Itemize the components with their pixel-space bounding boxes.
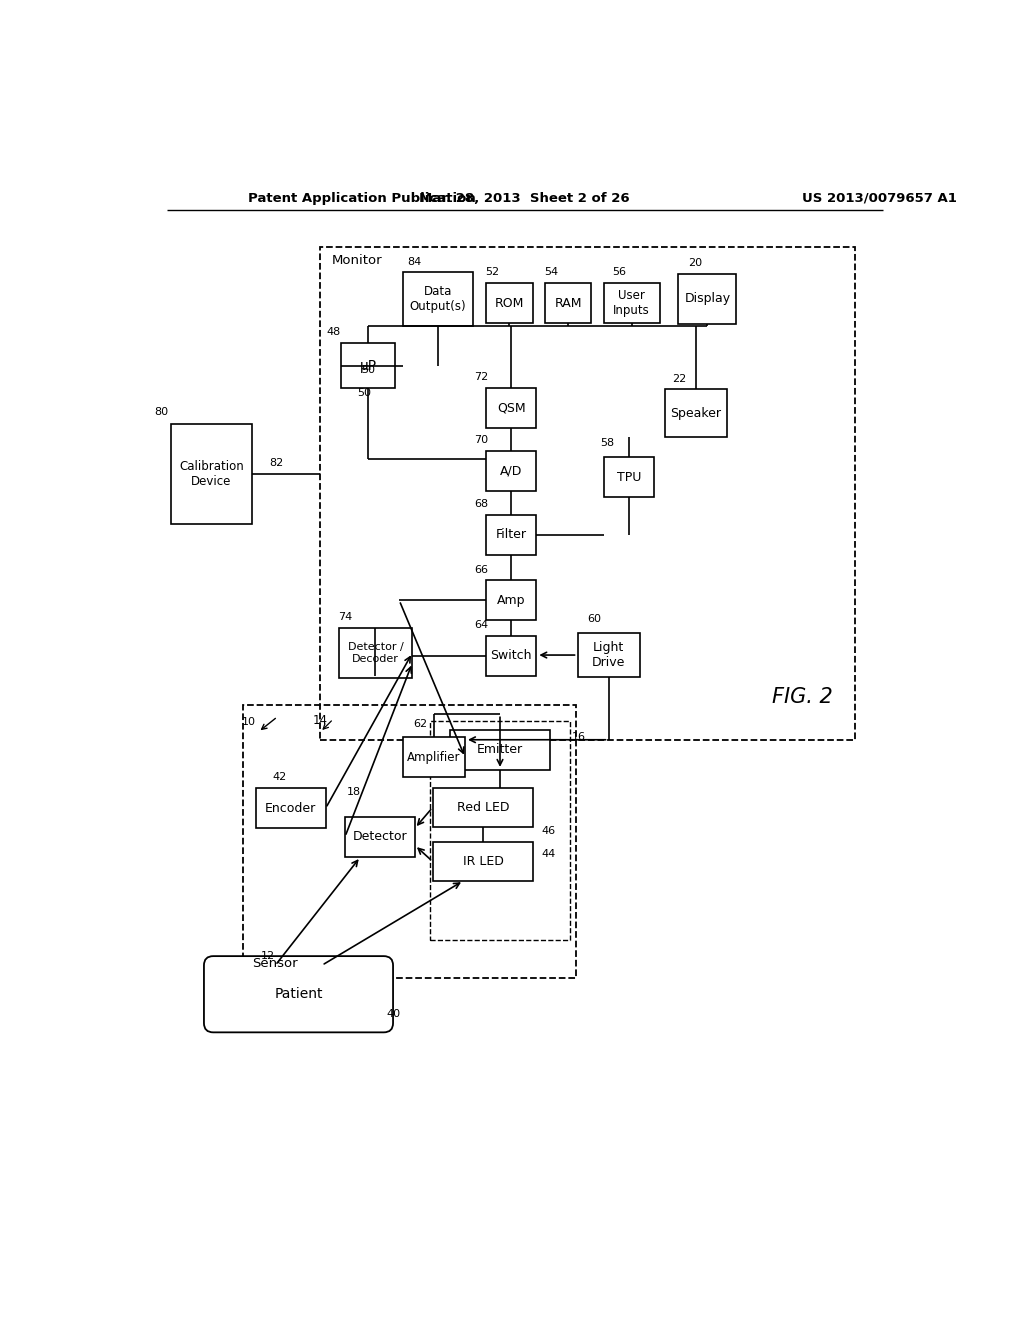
Bar — [486, 636, 537, 676]
Text: Red LED: Red LED — [457, 801, 509, 814]
Text: 82: 82 — [269, 458, 284, 469]
Text: FIG. 2: FIG. 2 — [772, 688, 833, 708]
Text: RAM: RAM — [554, 297, 582, 310]
Bar — [243, 705, 575, 978]
Text: Speaker: Speaker — [671, 407, 722, 420]
Text: Calibration
Device: Calibration Device — [179, 461, 244, 488]
Text: 64: 64 — [474, 620, 488, 630]
Text: Light
Drive: Light Drive — [592, 642, 626, 669]
Text: Amp: Amp — [497, 594, 525, 607]
Bar — [171, 424, 252, 524]
Bar — [486, 284, 532, 323]
Bar — [430, 721, 569, 940]
Text: 62: 62 — [413, 718, 427, 729]
Bar — [486, 581, 537, 620]
Text: 74: 74 — [338, 612, 352, 622]
Text: 50: 50 — [361, 366, 375, 375]
Bar — [403, 738, 465, 777]
Text: TPU: TPU — [616, 471, 641, 483]
Bar — [432, 788, 534, 826]
Text: 22: 22 — [672, 374, 686, 384]
Text: 50: 50 — [357, 388, 372, 399]
Text: 46: 46 — [542, 826, 556, 837]
Text: 84: 84 — [408, 256, 422, 267]
Text: 44: 44 — [542, 849, 556, 859]
Bar — [545, 284, 592, 323]
Text: 72: 72 — [474, 372, 488, 381]
Text: Sensor: Sensor — [253, 957, 298, 970]
Bar — [486, 451, 537, 491]
Text: 80: 80 — [155, 407, 168, 417]
Text: 48: 48 — [327, 327, 341, 338]
Bar — [339, 628, 413, 678]
Bar — [432, 842, 534, 880]
Text: Data
Output(s): Data Output(s) — [410, 285, 466, 313]
Text: 40: 40 — [386, 1008, 400, 1019]
Text: 12: 12 — [260, 952, 274, 961]
Text: 58: 58 — [600, 438, 614, 449]
Text: QSM: QSM — [497, 401, 525, 414]
Bar — [345, 817, 415, 857]
Text: 68: 68 — [474, 499, 488, 510]
Bar — [486, 515, 537, 554]
Text: Patient: Patient — [274, 987, 323, 1001]
Text: 66: 66 — [474, 565, 488, 574]
Text: IR LED: IR LED — [463, 855, 504, 869]
Text: 10: 10 — [242, 717, 256, 727]
Text: ROM: ROM — [495, 297, 524, 310]
Bar — [604, 284, 659, 323]
Text: μP: μP — [359, 359, 377, 372]
Text: Display: Display — [684, 293, 730, 305]
Text: 60: 60 — [588, 614, 601, 624]
Text: Switch: Switch — [490, 649, 532, 663]
Bar — [578, 632, 640, 677]
FancyBboxPatch shape — [204, 956, 393, 1032]
Text: 56: 56 — [612, 268, 627, 277]
Text: 42: 42 — [272, 772, 287, 783]
Text: Detector: Detector — [352, 830, 408, 843]
Bar — [450, 730, 550, 770]
Text: 70: 70 — [474, 436, 488, 445]
Text: Filter: Filter — [496, 528, 526, 541]
Bar — [678, 275, 736, 323]
Text: US 2013/0079657 A1: US 2013/0079657 A1 — [802, 191, 957, 205]
Text: Monitor: Monitor — [332, 255, 383, 268]
Bar — [486, 388, 537, 428]
Text: Encoder: Encoder — [265, 801, 316, 814]
Bar — [604, 457, 654, 498]
Bar — [665, 389, 727, 437]
Bar — [341, 343, 395, 388]
Text: 14: 14 — [312, 714, 328, 727]
Bar — [256, 788, 326, 829]
Text: A/D: A/D — [500, 465, 522, 478]
Text: 16: 16 — [572, 733, 586, 742]
Text: 54: 54 — [544, 268, 558, 277]
Text: Emitter: Emitter — [477, 743, 523, 756]
Bar — [321, 247, 855, 739]
Text: User
Inputs: User Inputs — [613, 289, 650, 317]
Text: 52: 52 — [485, 268, 500, 277]
Bar — [403, 272, 473, 326]
Text: Mar. 28, 2013  Sheet 2 of 26: Mar. 28, 2013 Sheet 2 of 26 — [420, 191, 630, 205]
Text: 18: 18 — [347, 787, 361, 797]
Text: Patent Application Publication: Patent Application Publication — [248, 191, 476, 205]
Text: Amplifier: Amplifier — [408, 751, 461, 764]
Text: 20: 20 — [688, 259, 702, 268]
Text: Detector /
Decoder: Detector / Decoder — [348, 643, 403, 664]
